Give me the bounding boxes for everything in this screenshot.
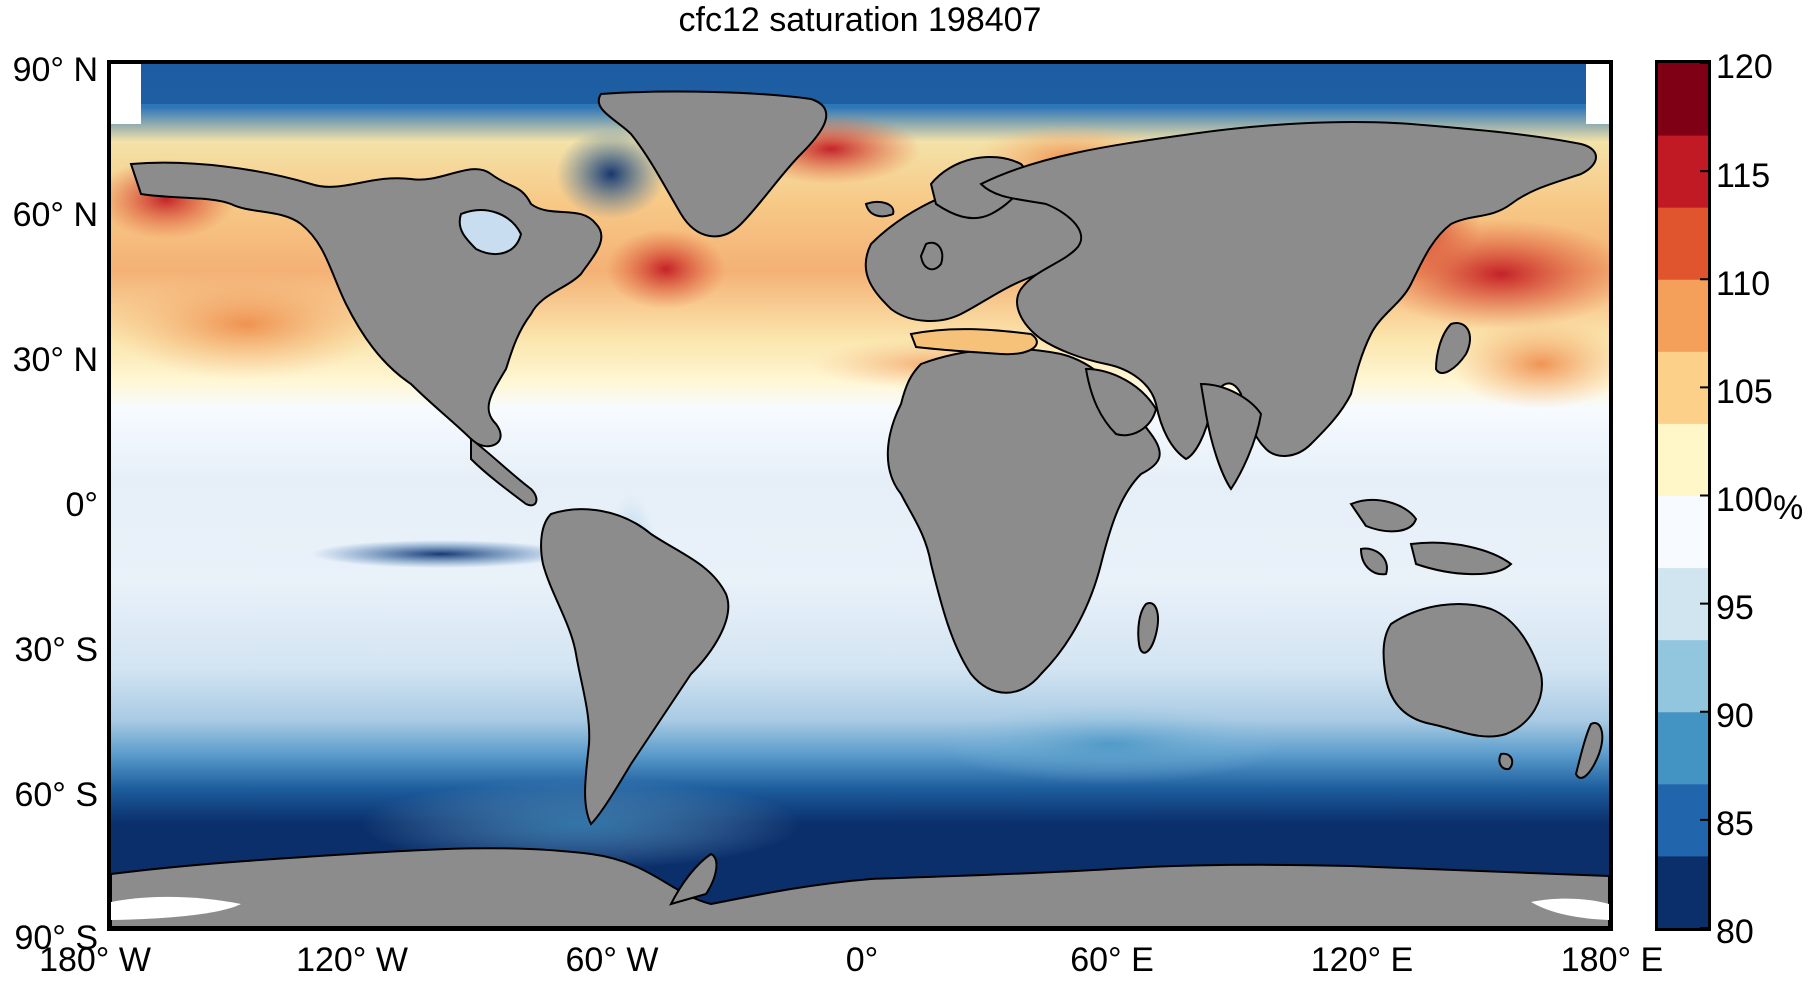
lat-label-30s: 30° S xyxy=(14,631,98,669)
lat-label-60s: 60° S xyxy=(14,776,98,814)
colorbar-band xyxy=(1658,567,1708,641)
colorbar-tick-80: 80 xyxy=(1716,913,1754,951)
colorbar-band xyxy=(1658,711,1708,785)
lon-label-120w: 120° W xyxy=(296,941,408,979)
colorbar-tick-95: 95 xyxy=(1716,589,1754,627)
lon-label-60w: 60° W xyxy=(565,941,659,979)
saturation-map xyxy=(111,64,1609,927)
colorbar-tick-100: 100 xyxy=(1716,481,1773,519)
lon-label-120e: 120° E xyxy=(1310,941,1414,979)
colorbar-band xyxy=(1658,783,1708,857)
colorbar-tick-90: 90 xyxy=(1716,697,1754,735)
colorbar-band xyxy=(1658,135,1708,208)
colorbar-unit: % xyxy=(1773,489,1804,527)
colorbar-band xyxy=(1658,351,1708,424)
colorbar-band xyxy=(1658,279,1708,352)
lon-label-180w: 180° W xyxy=(39,941,151,979)
colorbar-band xyxy=(1658,855,1708,928)
lat-label-60n: 60° N xyxy=(12,196,98,234)
map-panel xyxy=(107,60,1613,931)
colorbar-band xyxy=(1658,423,1708,496)
colorbar-tick-85: 85 xyxy=(1716,805,1754,843)
lon-label-180e: 180° E xyxy=(1560,941,1664,979)
lat-label-90n: 90° N xyxy=(12,51,98,89)
colorbar-tick-115: 115 xyxy=(1716,157,1771,195)
map-title: cfc12 saturation 198407 xyxy=(678,1,1042,39)
lat-label-30n: 30° N xyxy=(12,341,98,379)
colorbar-band xyxy=(1658,495,1708,569)
lon-label-0: 0° xyxy=(845,941,879,979)
colorbar-tick-120: 120 xyxy=(1716,48,1773,86)
colorbar-band xyxy=(1658,63,1708,136)
colorbar-band xyxy=(1658,639,1708,713)
lat-label-90s: 90° S xyxy=(14,919,98,957)
lon-label-60e: 60° E xyxy=(1070,941,1154,979)
colorbar-tick-105: 105 xyxy=(1716,373,1773,411)
colorbar xyxy=(1655,60,1711,931)
colorbar-tick-110: 110 xyxy=(1716,265,1771,303)
colorbar-scale xyxy=(1658,63,1708,928)
colorbar-band xyxy=(1658,207,1708,280)
lat-label-0: 0° xyxy=(65,486,98,524)
